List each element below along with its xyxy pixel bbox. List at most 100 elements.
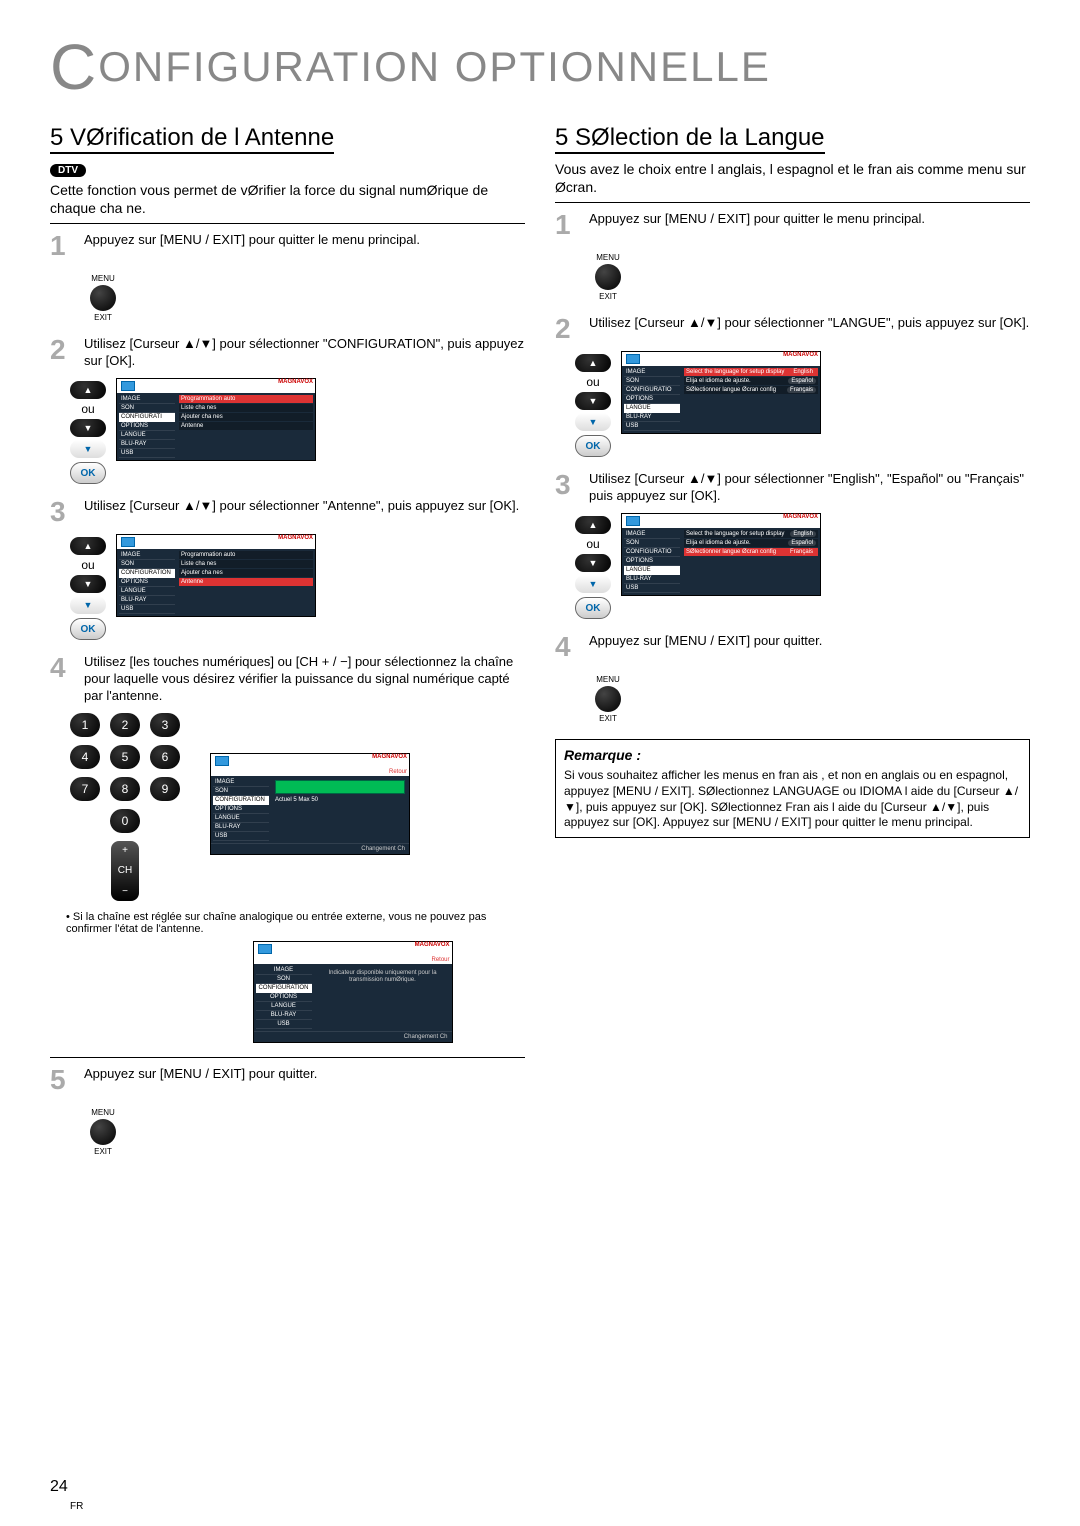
menu-side-item: BLU-RAY [624,575,680,584]
divider [50,223,525,224]
step-text: Utilisez [Curseur ▲/▼] pour sélectionner… [84,336,525,370]
menu-row: Select the language for setup displayEng… [684,368,818,376]
menu-screenshot-langue-select: MAGNAVOX IMAGESONCONFIGURATIOOPTIONSLANG… [621,513,821,596]
menu-side-item: LANGUE [624,404,680,413]
key-3: 3 [150,713,180,737]
step-text: Utilisez [Curseur ▲/▼] pour sélectionner… [589,315,1030,332]
brand-label: MAGNAVOX [372,754,407,760]
menu-button-circle [90,1119,116,1145]
menu-side-item: SON [119,560,175,569]
intro-langue: Vous avez le choix entre l anglais, l es… [555,160,1030,196]
menu-side-item: LANGUE [256,1002,312,1011]
menu-button-circle [595,686,621,712]
remarque-text: Si vous souhaitez afficher les menus en … [564,768,1021,830]
menu-row: SØlectionner langue Øcran configFrançais [684,386,818,394]
title-rest: ONFIGURATION OPTIONNELLE [98,43,771,90]
step-num: 5 [50,1066,76,1094]
menu-row: Liste cha nes [179,404,313,412]
up-arrow-icon: ▲ [70,537,106,555]
menu-side-item: OPTIONS [119,422,175,431]
menu-row: Ajouter cha nes [179,413,313,421]
step-r2: 2 Utilisez [Curseur ▲/▼] pour sélectionn… [555,315,1030,343]
menu-side-item: BLU-RAY [213,823,269,832]
down-arrow-icon: ▼ [70,596,106,614]
cursor-ok-cluster: ▲ ou ▼ ▼ OK [575,513,611,623]
menu-side-item: LANGUE [119,431,175,440]
ch-minus: − [111,886,139,897]
menu-side-item: CONFIGURATION [256,984,312,993]
step-r1: 1 Appuyez sur [MENU / EXIT] pour quitter… [555,211,1030,239]
menu-side-item: IMAGE [119,551,175,560]
menu-row: Elija el idioma de ajuste.Español [684,539,818,547]
divider [555,202,1030,203]
signal-values: Actuel 5 Max 50 [273,796,407,804]
menu-screenshot-antenne: MAGNAVOX IMAGESONCONFIGURATIONOPTIONSLAN… [116,534,316,617]
menu-side-item: IMAGE [624,530,680,539]
ou-label: ou [577,537,609,551]
menu-side-item: SON [213,787,269,796]
footer-label: Changement Ch [211,843,409,854]
menu-exit-button-illustration: MENU EXIT [90,1108,116,1156]
intro-antenna: Cette fonction vous permet de vØrifier l… [50,181,525,217]
section-title-antenna: 5 VØrification de l Antenne [50,124,334,154]
menu-side-item: CONFIGURATIO [624,386,680,395]
right-column: 5 SØlection de la Langue Vous avez le ch… [555,124,1030,1162]
menu-label: MENU [90,274,116,283]
menu-row: SØlectionner langue Øcran configFrançais [684,548,818,556]
menu-side-item: BLU-RAY [119,596,175,605]
step-num: 3 [555,471,581,499]
menu-side-item: CONFIGURATI [119,413,175,422]
brand-label: MAGNAVOX [783,352,818,358]
menu-side-item: BLU-RAY [256,1011,312,1020]
step-text: Appuyez sur [MENU / EXIT] pour quitter l… [84,232,525,249]
key-9: 9 [150,777,180,801]
menu-screenshot-analog-msg: MAGNAVOX Retour IMAGESONCONFIGURATIONOPT… [253,941,453,1043]
key-4: 4 [70,745,100,769]
brand-label: MAGNAVOX [415,942,450,948]
up-arrow-icon: ▲ [575,354,611,372]
exit-label: EXIT [90,1147,116,1156]
title-initial: C [50,30,98,104]
ou-label: ou [72,402,104,416]
menu-side-item: OPTIONS [119,578,175,587]
menu-side-item: OPTIONS [213,805,269,814]
menu-label: MENU [90,1108,116,1117]
step-l1: 1 Appuyez sur [MENU / EXIT] pour quitter… [50,232,525,260]
menu-side-item: CONFIGURATION [119,569,175,578]
ch-plus: + [111,845,139,856]
menu-side-item: LANGUE [624,566,680,575]
key-1: 1 [70,713,100,737]
step-text: Appuyez sur [MENU / EXIT] pour quitter. [589,633,1030,650]
menu-side-item: USB [624,422,680,431]
menu-side-item: USB [119,605,175,614]
key-7: 7 [70,777,100,801]
step-l4: 4 Utilisez [les touches numériques] ou [… [50,654,525,705]
menu-side-item: OPTIONS [256,993,312,1002]
down-arrow-icon: ▼ [575,392,611,410]
menu-side-item: CONFIGURATIO [624,548,680,557]
ok-button-icon: OK [575,435,611,457]
menu-screenshot-configuration: MAGNAVOX IMAGESONCONFIGURATIOPTIONSLANGU… [116,378,316,461]
menu-side-item: BLU-RAY [624,413,680,422]
down-arrow-icon: ▼ [70,440,106,458]
remarque-title: Remarque : [564,746,1021,764]
menu-row: Elija el idioma de ajuste.Español [684,377,818,385]
menu-side-item: USB [213,832,269,841]
key-8: 8 [110,777,140,801]
menu-row: Programmation auto [179,395,313,403]
ch-rocker: + CH − [111,841,139,901]
brand-label: MAGNAVOX [278,379,313,385]
menu-row: Liste cha nes [179,560,313,568]
step-text: Appuyez sur [MENU / EXIT] pour quitter. [84,1066,525,1083]
ch-label: CH [111,865,139,876]
ou-label: ou [72,558,104,572]
key-2: 2 [110,713,140,737]
menu-row: Antenne [179,422,313,430]
exit-label: EXIT [595,714,621,723]
menu-screenshot-signal: MAGNAVOX Retour IMAGESONCONFIGURATIONOPT… [210,753,410,855]
menu-side-item: IMAGE [119,395,175,404]
menu-side-item: LANGUE [119,587,175,596]
menu-side-item: SON [119,404,175,413]
dtv-badge: DTV [50,164,86,177]
ok-button-icon: OK [70,618,106,640]
